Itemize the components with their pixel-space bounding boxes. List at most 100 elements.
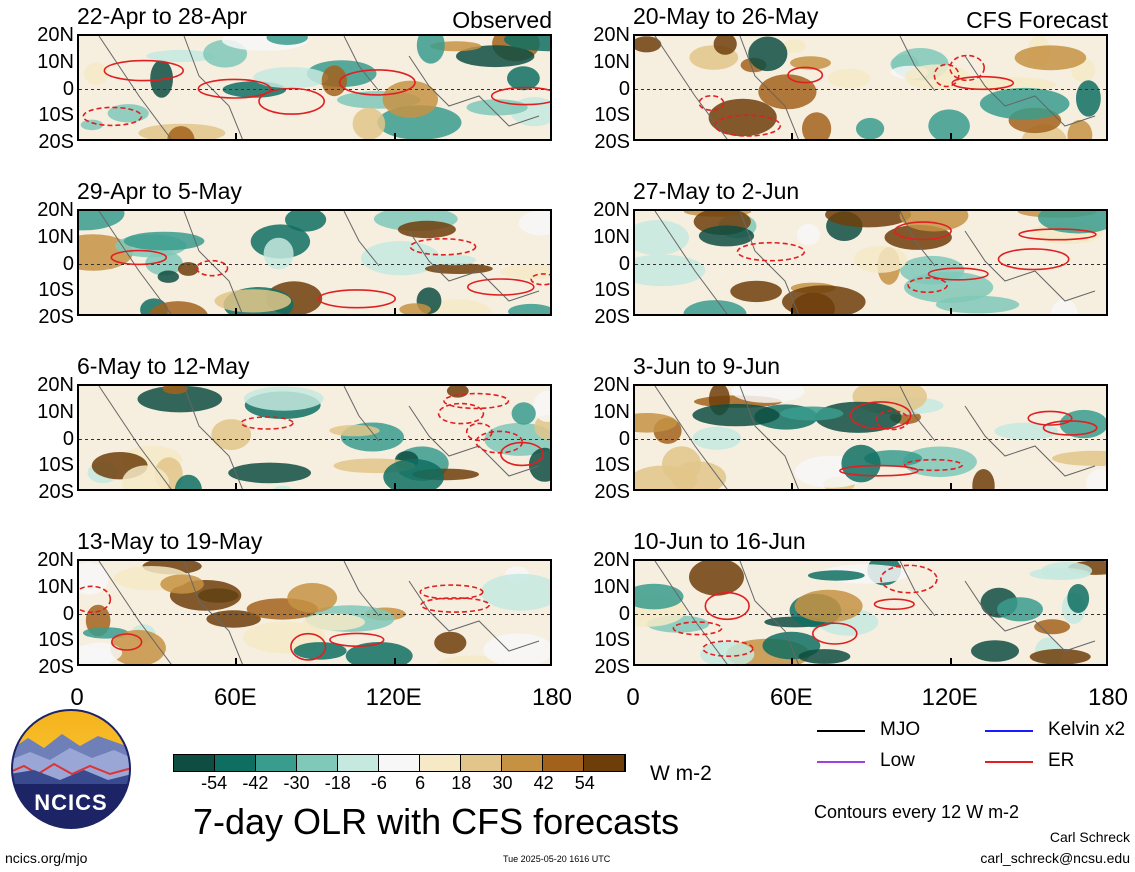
- er-contour: [894, 221, 952, 241]
- er-contour: [714, 114, 782, 137]
- olr-anomaly-area: [345, 642, 413, 664]
- olr-anomaly-area: [708, 98, 777, 137]
- x-tick-mark: [77, 658, 79, 666]
- olr-anomaly-area: [466, 99, 528, 116]
- olr-anomaly-area: [1041, 561, 1093, 580]
- colorbar-tick-label: 30: [492, 773, 513, 793]
- x-tick-mark: [791, 658, 794, 666]
- er-contour: [736, 241, 806, 262]
- olr-anomaly-area: [692, 403, 780, 427]
- olr-anomaly-area: [683, 300, 747, 314]
- x-tick-mark: [393, 483, 396, 491]
- olr-anomaly-area: [802, 112, 832, 139]
- er-contour: [787, 66, 824, 84]
- y-tick-label: 10N: [593, 400, 630, 423]
- colorbar-tick-label: -18: [324, 773, 351, 793]
- colorbar-swatch: [215, 755, 256, 771]
- olr-anomaly-area: [979, 87, 1070, 120]
- legend-label: MJO: [880, 719, 921, 740]
- er-contour: [997, 248, 1070, 271]
- x-tick-mark: [633, 133, 635, 141]
- y-tick-label: 20N: [37, 374, 74, 396]
- olr-anomaly-area: [782, 39, 806, 53]
- olr-anomaly-area: [148, 301, 208, 314]
- x-tick-label: 120E: [365, 684, 422, 711]
- legend-label: ER: [1048, 750, 1075, 771]
- panel-title: 29-Apr to 5-May: [77, 178, 242, 204]
- olr-anomaly-area: [635, 413, 678, 433]
- panel-title: 10-Jun to 16-Jun: [633, 528, 806, 554]
- olr-anomaly-area: [329, 424, 380, 437]
- legend-line: [985, 761, 1033, 763]
- olr-anomaly-area: [1029, 648, 1091, 664]
- olr-anomaly-area: [456, 45, 535, 68]
- er-contour: [197, 78, 272, 99]
- x-tick-mark: [393, 308, 396, 316]
- olr-anomaly-area: [177, 262, 199, 276]
- olr-anomaly-area: [853, 245, 908, 273]
- y-tick-label: 0: [618, 252, 630, 275]
- olr-anomaly-area: [79, 642, 123, 663]
- y-tick-label: 10S: [38, 104, 74, 127]
- olr-anomaly-area: [635, 583, 684, 610]
- er-contour: [880, 564, 938, 594]
- olr-anomaly-area: [1034, 619, 1071, 635]
- er-contour: [329, 632, 385, 648]
- x-tick-mark: [791, 308, 794, 316]
- olr-anomaly-area: [1038, 211, 1106, 234]
- y-tick-label: 20S: [38, 306, 74, 328]
- olr-anomaly-area: [511, 402, 536, 425]
- x-tick-mark: [77, 483, 79, 491]
- olr-anomaly-area: [504, 36, 550, 52]
- er-contour: [849, 401, 912, 430]
- y-tick-label: 10N: [37, 575, 74, 598]
- y-tick-label: 20S: [594, 656, 630, 678]
- colorbar: [173, 754, 626, 772]
- olr-anomaly-area: [994, 422, 1058, 440]
- y-tick-label: 10S: [594, 279, 630, 302]
- olr-anomaly-area: [790, 56, 831, 70]
- olr-anomaly-area: [700, 641, 755, 664]
- colorbar-tick-label: -54: [201, 773, 228, 793]
- y-tick-label: 0: [618, 427, 630, 450]
- olr-anomaly-area: [383, 458, 445, 489]
- er-contour: [839, 464, 919, 477]
- y-tick-label: 20S: [38, 481, 74, 503]
- contour-note: Contours every 12 W m-2: [814, 802, 1020, 822]
- olr-anomaly-area: [798, 649, 851, 664]
- olr-anomaly-area: [780, 406, 844, 421]
- er-contour: [490, 86, 550, 106]
- er-contour: [443, 392, 510, 410]
- olr-anomaly-area: [971, 640, 1019, 662]
- er-contour: [907, 277, 948, 294]
- x-tick-mark: [77, 133, 79, 141]
- er-contour: [927, 267, 989, 281]
- colorbar-swatch: [379, 755, 420, 771]
- olr-anomaly-area: [434, 631, 467, 654]
- olr-anomaly-area: [321, 65, 347, 97]
- olr-anomaly-area: [352, 107, 386, 139]
- er-contour: [240, 416, 294, 430]
- x-tick-mark: [550, 658, 552, 666]
- y-tick-label: 10N: [593, 50, 630, 73]
- x-tick-mark: [1106, 133, 1108, 141]
- olr-anomaly-area: [416, 36, 445, 64]
- olr-map-panel: [633, 209, 1108, 316]
- colorbar-tick-label: 42: [533, 773, 554, 793]
- website-link[interactable]: ncics.org/mjo: [5, 850, 88, 866]
- x-tick-mark: [633, 308, 635, 316]
- y-tick-label: 20N: [593, 24, 630, 46]
- coastline: [98, 561, 540, 664]
- x-tick-label: 60E: [213, 684, 257, 711]
- er-contour: [530, 273, 550, 286]
- y-tick-label: 10S: [38, 279, 74, 302]
- author: Carl Schreck: [1049, 829, 1130, 845]
- er-contour: [812, 622, 858, 645]
- olr-anomaly-area: [157, 270, 179, 283]
- x-tick-label: 180: [1087, 684, 1129, 711]
- er-contour: [258, 87, 325, 115]
- legend-line: [817, 761, 865, 763]
- x-tick-mark: [949, 658, 952, 666]
- olr-anomaly-area: [507, 66, 540, 91]
- olr-anomaly-area: [253, 67, 329, 89]
